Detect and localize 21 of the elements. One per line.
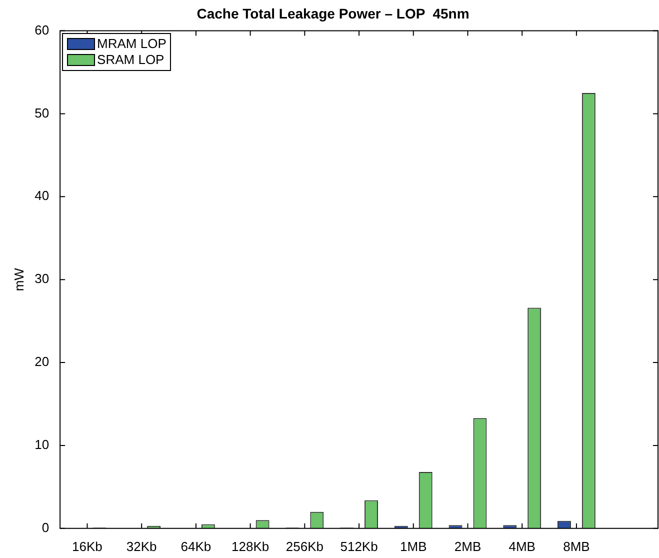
x-tick-label: 8MB	[563, 538, 590, 554]
y-tick-label: 10	[34, 437, 50, 452]
y-tick-label: 50	[34, 105, 50, 120]
legend-label: SRAM LOP	[97, 52, 164, 68]
y-tick-label: 20	[34, 354, 50, 370]
x-tick-label: 4MB	[508, 538, 536, 554]
y-tick-label: 60	[34, 22, 50, 38]
x-tick-label: 1MB	[400, 538, 427, 554]
x-tick-label: 64Kb	[180, 538, 212, 554]
y-tick-label: 40	[34, 188, 50, 204]
x-tick-label: 128Kb	[232, 538, 270, 554]
y-tick-label: 0	[42, 520, 50, 535]
x-tick-label: 256Kb	[286, 538, 324, 554]
x-tick-label: 2MB	[454, 538, 482, 554]
legend-label: MRAM LOP	[97, 36, 166, 52]
y-axis-title: mW	[11, 267, 26, 292]
y-tick-label: 30	[34, 271, 50, 286]
x-tick-label: 32Kb	[126, 538, 157, 554]
x-tick-label: 512Kb	[340, 538, 378, 554]
x-tick-label: 16Kb	[72, 538, 102, 554]
chart-title: Cache Total Leakage Power – LOP 45nm	[196, 5, 470, 22]
